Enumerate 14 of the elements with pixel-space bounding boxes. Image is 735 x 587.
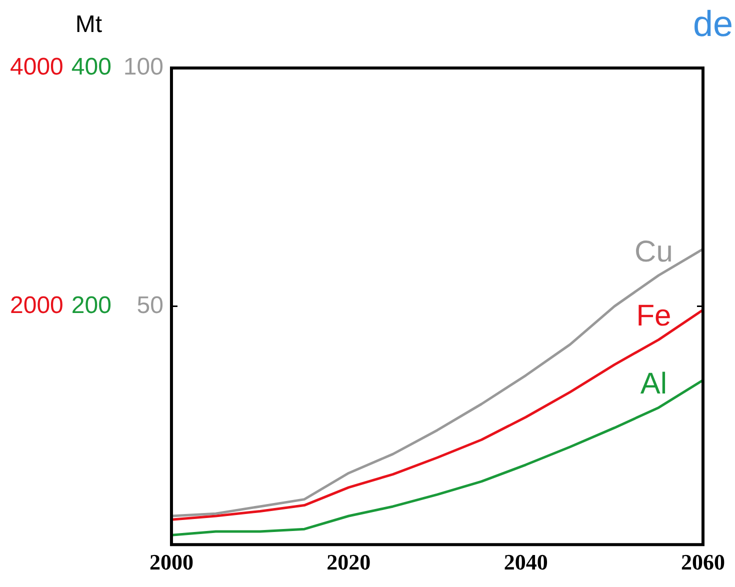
- x-tick-label: 2040: [504, 549, 548, 574]
- y-tick-label: 4000: [10, 54, 64, 81]
- x-tick-label: 2000: [149, 549, 194, 574]
- text: de: [692, 3, 733, 44]
- series-label: Fe: [636, 300, 672, 333]
- series-label: Al: [640, 368, 668, 401]
- y3-tick-label: 100: [123, 54, 164, 81]
- y3-tick-label: 50: [136, 292, 164, 319]
- y2-tick-label: 200: [71, 292, 112, 319]
- x-tick-label: 2020: [326, 549, 371, 574]
- text: Mt: [75, 11, 102, 38]
- x-tick-label: 2060: [681, 549, 725, 574]
- y2-tick-label: 400: [71, 54, 112, 81]
- series-label: Cu: [634, 235, 673, 268]
